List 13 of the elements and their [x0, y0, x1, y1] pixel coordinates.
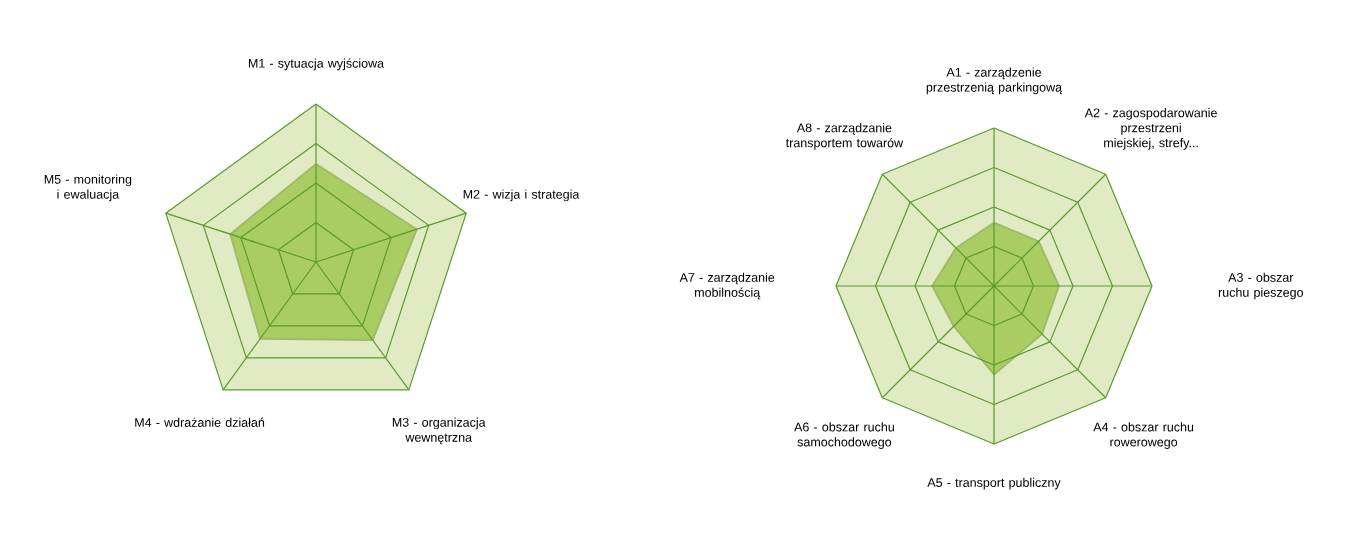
spoke-label: M3 - organizacja wewnętrzna: [392, 417, 486, 445]
spoke-label: A6 - obszar ruchu samochodowego: [794, 422, 894, 449]
spoke-label: A3 - obszar ruchu pieszego: [1218, 272, 1303, 300]
spoke-label: M2 - wizja i strategia: [463, 189, 580, 202]
spoke-label: M5 - monitoring i ewaluacja: [44, 174, 132, 202]
spoke-label: A4 - obszar ruchu rowerowego: [1093, 422, 1194, 449]
spoke-label: M4 - wdrażanie działań: [135, 417, 265, 427]
spoke-label: A2 - zagospodarowanie przestrzeni miejskiej, strefy...: [1084, 108, 1217, 150]
spoke-label: A1 - zarządzenie przestrzenią parkingową: [926, 67, 1063, 95]
spoke-label: M1 - sytuacja wyjściowa: [248, 58, 385, 71]
spoke-label: A7 - zarządzanie mobilnością: [679, 272, 775, 300]
spoke-label: A5 - transport publiczny: [927, 477, 1061, 490]
spoke-label: A8 - zarządzanie transportem towarów: [785, 123, 904, 150]
